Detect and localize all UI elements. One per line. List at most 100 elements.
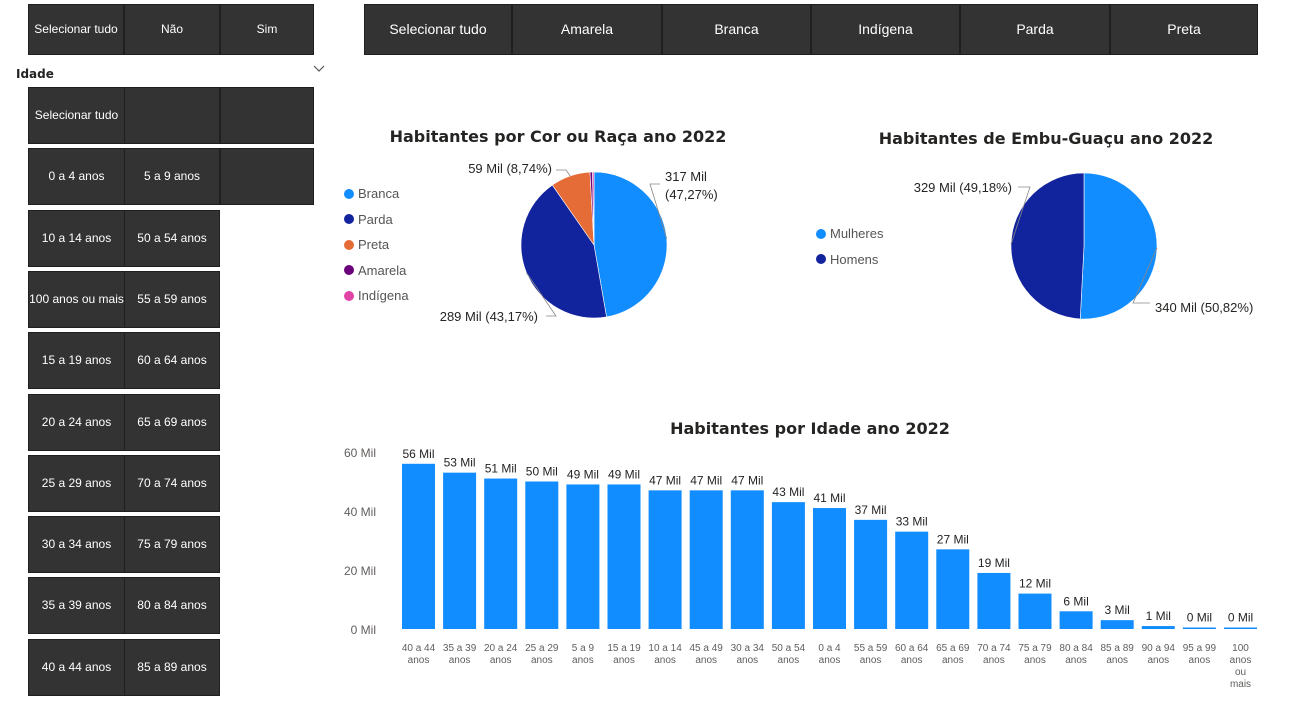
bar[interactable] bbox=[895, 531, 929, 629]
idade-slicer-item[interactable]: 25 a 29 anos bbox=[28, 454, 125, 512]
idade-slicer-item[interactable]: 75 a 79 anos bbox=[124, 516, 220, 574]
idade-slicer-item[interactable] bbox=[220, 87, 314, 144]
chart-title-cor: Habitantes por Cor ou Raça ano 2022 bbox=[389, 127, 727, 146]
bar[interactable] bbox=[525, 481, 559, 630]
cor-slicer-item[interactable]: Indígena bbox=[811, 4, 960, 55]
bar[interactable] bbox=[607, 484, 641, 629]
bar[interactable] bbox=[936, 549, 970, 629]
idade-slicer-item[interactable]: 50 a 54 anos bbox=[124, 209, 220, 267]
chevron-down-icon[interactable] bbox=[312, 62, 326, 79]
idade-slicer-item[interactable]: 20 a 24 anos bbox=[28, 393, 125, 451]
idade-slicer-item[interactable]: 5 a 9 anos bbox=[124, 148, 220, 206]
idade-slicer-item[interactable]: 15 a 19 anos bbox=[28, 332, 125, 390]
bar[interactable] bbox=[813, 508, 846, 629]
cor-slicer-item[interactable]: Branca bbox=[662, 4, 811, 55]
idade-slicer-label: 50 a 54 anos bbox=[137, 230, 207, 245]
bar-value-label: 19 Mil bbox=[978, 556, 1010, 570]
legend-item[interactable]: Mulheres bbox=[816, 226, 883, 241]
bar[interactable] bbox=[854, 519, 888, 629]
bar[interactable] bbox=[730, 490, 764, 629]
bar-value-label: 49 Mil bbox=[567, 467, 599, 481]
legend-label: Mulheres bbox=[830, 226, 884, 241]
slicer-item-label: Sim bbox=[256, 22, 278, 36]
cor-slicer-item[interactable]: Selecionar tudo bbox=[364, 4, 512, 55]
bar-value-label: 6 Mil bbox=[1063, 594, 1088, 608]
legend-item[interactable]: Preta bbox=[344, 237, 389, 252]
bar-value-label: 49 Mil bbox=[608, 467, 640, 481]
idade-slicer-label: 75 a 79 anos bbox=[137, 537, 207, 552]
legend-item[interactable]: Parda bbox=[344, 212, 393, 227]
legend-label: Parda bbox=[358, 211, 393, 227]
cor-slicer-label: Parda bbox=[1016, 21, 1054, 37]
idade-slicer-item[interactable] bbox=[220, 148, 314, 206]
slicer-item-sim[interactable]: Sim bbox=[220, 4, 314, 55]
cor-slicer-item[interactable]: Preta bbox=[1110, 4, 1258, 55]
bar-value-label: 56 Mil bbox=[402, 447, 434, 461]
idade-slicer-label: 65 a 69 anos bbox=[137, 414, 207, 429]
idade-slicer-item[interactable] bbox=[124, 87, 220, 144]
cor-slicer-item[interactable]: Amarela bbox=[512, 4, 662, 55]
idade-slicer-label: 30 a 34 anos bbox=[41, 537, 112, 552]
bar-value-label: 1 Mil bbox=[1146, 609, 1171, 623]
x-tick-label: 55 a 59 anos bbox=[854, 643, 888, 666]
bar[interactable] bbox=[977, 572, 1011, 629]
legend-marker bbox=[344, 214, 354, 224]
idade-slicer-label: 35 a 39 anos bbox=[41, 598, 112, 613]
slicer-item-selecionar-tudo[interactable]: Selecionar tudo bbox=[28, 4, 124, 55]
bar[interactable] bbox=[689, 490, 723, 629]
bar-value-label: 0 Mil bbox=[1228, 611, 1253, 625]
y-tick-label: 20 Mil bbox=[344, 564, 376, 578]
bar[interactable] bbox=[1018, 593, 1052, 629]
bar[interactable] bbox=[771, 502, 805, 629]
bar-value-label: 50 Mil bbox=[526, 465, 558, 479]
x-tick-label: 20 a 24 anos bbox=[484, 643, 518, 666]
bar-value-label: 47 Mil bbox=[690, 473, 722, 487]
legend-marker bbox=[816, 254, 826, 264]
idade-slicer-item[interactable]: 60 a 64 anos bbox=[124, 332, 220, 390]
idade-slicer-item[interactable]: 35 a 39 anos bbox=[28, 577, 125, 635]
bar[interactable] bbox=[402, 463, 435, 629]
legend-item[interactable]: Indígena bbox=[344, 288, 409, 303]
idade-slicer-item[interactable]: 80 a 84 anos bbox=[124, 577, 220, 635]
idade-slicer-item[interactable]: 0 a 4 anos bbox=[28, 148, 125, 206]
bar-value-label: 47 Mil bbox=[731, 473, 763, 487]
idade-slicer-label: 60 a 64 anos bbox=[137, 353, 207, 368]
bar[interactable] bbox=[1224, 627, 1257, 630]
legend-item[interactable]: Amarela bbox=[344, 263, 406, 278]
x-tick-label: 75 a 79 anos bbox=[1018, 643, 1052, 666]
bar[interactable] bbox=[566, 484, 600, 629]
bar[interactable] bbox=[1059, 611, 1093, 629]
bar-value-label: 47 Mil bbox=[649, 473, 681, 487]
x-tick-label: 25 a 29 anos bbox=[525, 643, 559, 666]
legend-item[interactable]: Homens bbox=[816, 252, 878, 267]
idade-slicer-label: 0 a 4 anos bbox=[48, 169, 105, 184]
bar-value-label: 0 Mil bbox=[1187, 611, 1212, 625]
idade-slicer-item[interactable]: 85 a 89 anos bbox=[124, 638, 220, 696]
y-tick-label: 0 Mil bbox=[351, 623, 376, 637]
x-tick-label: 80 a 84 anos bbox=[1059, 643, 1093, 666]
legend-label: Amarela bbox=[358, 262, 407, 278]
idade-slicer-item[interactable]: 65 a 69 anos bbox=[124, 393, 220, 451]
x-tick-label: 40 a 44 anos bbox=[402, 643, 436, 666]
idade-slicer-item[interactable]: 70 a 74 anos bbox=[124, 454, 220, 512]
idade-slicer-item[interactable]: 10 a 14 anos bbox=[28, 209, 125, 267]
legend-item[interactable]: Branca bbox=[344, 186, 399, 201]
idade-slicer-item[interactable]: 55 a 59 anos bbox=[124, 270, 220, 328]
chart-title-embu: Habitantes de Embu-Guaçu ano 2022 bbox=[878, 129, 1214, 148]
legend-marker bbox=[344, 265, 354, 275]
bar[interactable] bbox=[648, 490, 682, 629]
x-tick-label: 65 a 69 anos bbox=[936, 643, 970, 666]
bar-value-label: 43 Mil bbox=[772, 485, 804, 499]
bar[interactable] bbox=[1141, 626, 1175, 629]
bar[interactable] bbox=[443, 472, 477, 629]
idade-slicer-item[interactable]: 30 a 34 anos bbox=[28, 516, 125, 574]
bar[interactable] bbox=[484, 478, 518, 629]
bar[interactable] bbox=[1100, 620, 1134, 629]
bar[interactable] bbox=[1182, 627, 1216, 630]
legend-label: Preta bbox=[358, 237, 390, 252]
slicer-item-nao[interactable]: Não bbox=[124, 4, 220, 55]
cor-slicer-item[interactable]: Parda bbox=[960, 4, 1110, 55]
idade-slicer-header: Idade bbox=[16, 67, 54, 81]
idade-slicer-item[interactable]: 40 a 44 anos bbox=[28, 638, 125, 696]
